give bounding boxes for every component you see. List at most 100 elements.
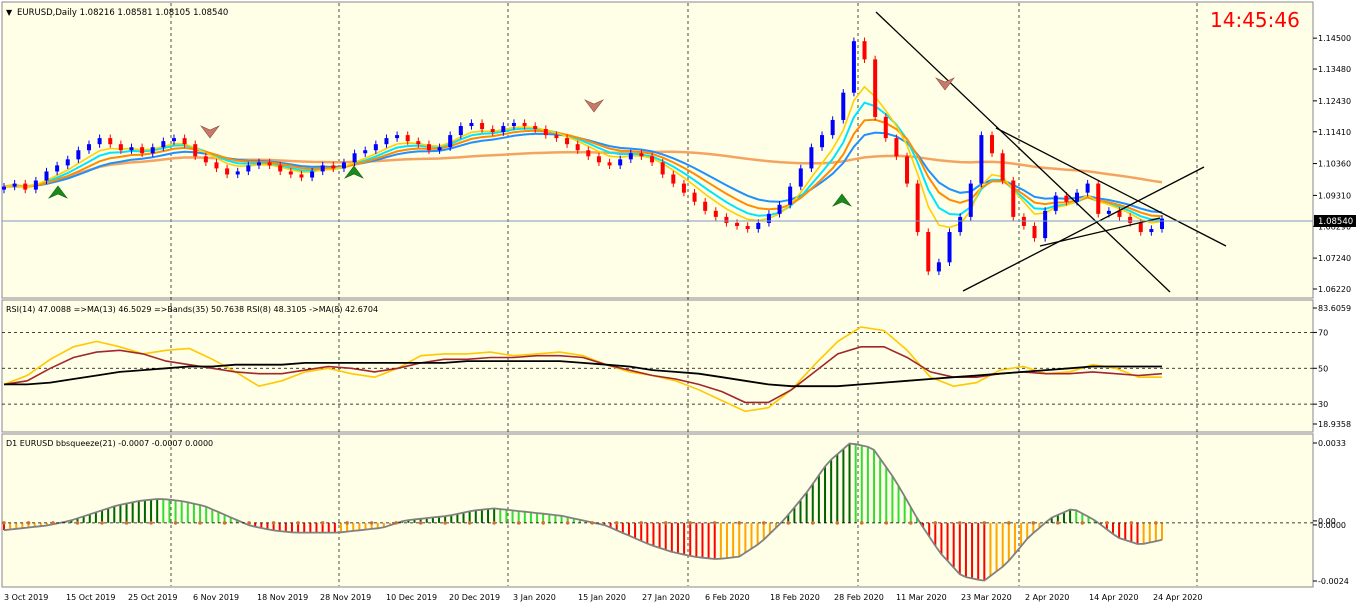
- squeeze-tick-label: 0.00: [1318, 517, 1336, 526]
- time-tick-label: 18 Feb 2020: [770, 593, 820, 602]
- time-tick-label: 2 Apr 2020: [1025, 593, 1069, 602]
- bear-candle: [288, 171, 293, 175]
- squeeze-dot: [149, 521, 153, 525]
- price-tick-label: 1.11410: [1318, 128, 1351, 137]
- squeeze-dot: [271, 521, 276, 525]
- bull-candle: [851, 41, 856, 93]
- trendline: [995, 127, 1227, 247]
- trendline: [962, 166, 1205, 292]
- bear-candle: [915, 183, 920, 233]
- rsi-lines: [3, 326, 1163, 413]
- bbsqueeze-axis: 0.0033 0.000.0000 -0.0024: [1313, 439, 1349, 586]
- clock: 14:45:46: [1210, 8, 1300, 32]
- bull-candle: [256, 162, 261, 166]
- bear-candle: [203, 156, 208, 163]
- squeeze-dot: [418, 521, 423, 525]
- squeeze-dot: [737, 521, 742, 525]
- bull-candle: [777, 204, 782, 214]
- bear-candle: [681, 183, 686, 193]
- bear-candle: [650, 156, 655, 163]
- squeeze-dot: [1154, 521, 1158, 525]
- time-tick-label: 6 Feb 2020: [705, 593, 750, 602]
- bull-candle: [1075, 192, 1080, 202]
- squeeze-dot: [2, 521, 6, 525]
- squeeze-dot: [712, 521, 717, 525]
- trendlines[interactable]: [875, 11, 1227, 293]
- sell-arrow-icon: [935, 77, 955, 91]
- trendline: [875, 11, 1171, 293]
- squeeze-dot: [1007, 521, 1011, 525]
- bull-candle: [65, 159, 70, 166]
- bear-candle: [565, 138, 570, 145]
- bbsqueeze-pane[interactable]: [1, 433, 1314, 588]
- squeeze-tick-label: 0.0033: [1318, 439, 1346, 448]
- bull-candle: [76, 150, 81, 160]
- price-tick-label: 1.07240: [1318, 254, 1351, 263]
- bear-candle: [543, 129, 548, 136]
- bear-candle: [735, 222, 740, 226]
- squeeze-dot: [320, 521, 325, 525]
- symbol-header: EURUSD,Daily 1.08216 1.08581 1.08105 1.0…: [17, 8, 228, 18]
- bear-candle: [23, 183, 28, 190]
- bull-candle: [373, 144, 378, 151]
- header-arrow[interactable]: ▼: [6, 8, 13, 17]
- bear-candle: [214, 162, 219, 169]
- bear-candle: [182, 138, 187, 145]
- bull-candle: [1053, 195, 1058, 211]
- squeeze-dot: [516, 521, 521, 525]
- bear-candle: [607, 162, 612, 166]
- bull-candle: [820, 135, 825, 148]
- time-tick-label: 6 Nov 2019: [193, 593, 239, 602]
- bear-candle: [1128, 216, 1133, 223]
- time-tick-label: 24 Apr 2020: [1153, 593, 1202, 602]
- bear-candle: [299, 174, 304, 178]
- price-tick-label: 1.06220: [1318, 285, 1351, 294]
- bull-candle: [830, 119, 835, 136]
- bull-candle: [501, 126, 506, 133]
- bull-candle: [618, 159, 623, 166]
- bull-candle: [628, 153, 633, 160]
- bear-candle: [990, 135, 995, 154]
- bear-candle: [671, 174, 676, 184]
- squeeze-dot: [663, 521, 668, 525]
- squeeze-dot: [933, 521, 938, 525]
- bear-candle: [703, 201, 708, 211]
- squeeze-tick-label: -0.0024: [1318, 577, 1349, 586]
- bull-candle: [809, 147, 814, 169]
- squeeze-dot: [590, 521, 594, 525]
- bull-candle: [1160, 218, 1164, 230]
- bull-candle: [171, 138, 176, 142]
- bear-candle: [554, 135, 559, 139]
- rsi-axis: 83.6059 70 50 30 18.9358: [1313, 304, 1351, 429]
- bear-candle: [108, 138, 113, 145]
- rsi-tick-label: 50: [1318, 364, 1328, 373]
- squeeze-dot: [982, 521, 987, 525]
- bull-candle: [936, 262, 941, 272]
- bull-candle: [55, 165, 60, 172]
- bull-candle: [1085, 183, 1090, 193]
- squeeze-dot: [124, 521, 129, 525]
- time-tick-label: 15 Oct 2019: [66, 593, 115, 602]
- price-tick-label: 1.13480: [1318, 65, 1351, 74]
- bull-candle: [310, 171, 315, 178]
- bull-candle: [979, 135, 984, 184]
- time-tick-label: 27 Jan 2020: [642, 593, 690, 602]
- bear-candle: [883, 116, 888, 139]
- bull-candle: [341, 162, 346, 169]
- bear-candle: [692, 192, 697, 202]
- squeeze-dot: [247, 521, 251, 525]
- buy-arrow-icon: [344, 165, 364, 179]
- bear-candle: [480, 122, 485, 130]
- bear-candle: [522, 122, 527, 127]
- rsi-tick-label: 18.9358: [1318, 420, 1351, 429]
- bear-candle: [533, 126, 538, 130]
- bull-candle: [511, 122, 516, 127]
- bull-candle: [129, 147, 134, 151]
- time-tick-label: 28 Nov 2019: [320, 593, 371, 602]
- squeeze-dot: [296, 521, 300, 525]
- price-pane[interactable]: [1, 1, 1314, 299]
- candles: [2, 37, 1164, 276]
- time-tick-label: 18 Nov 2019: [257, 593, 308, 602]
- price-tick-label: 1.10360: [1318, 160, 1351, 169]
